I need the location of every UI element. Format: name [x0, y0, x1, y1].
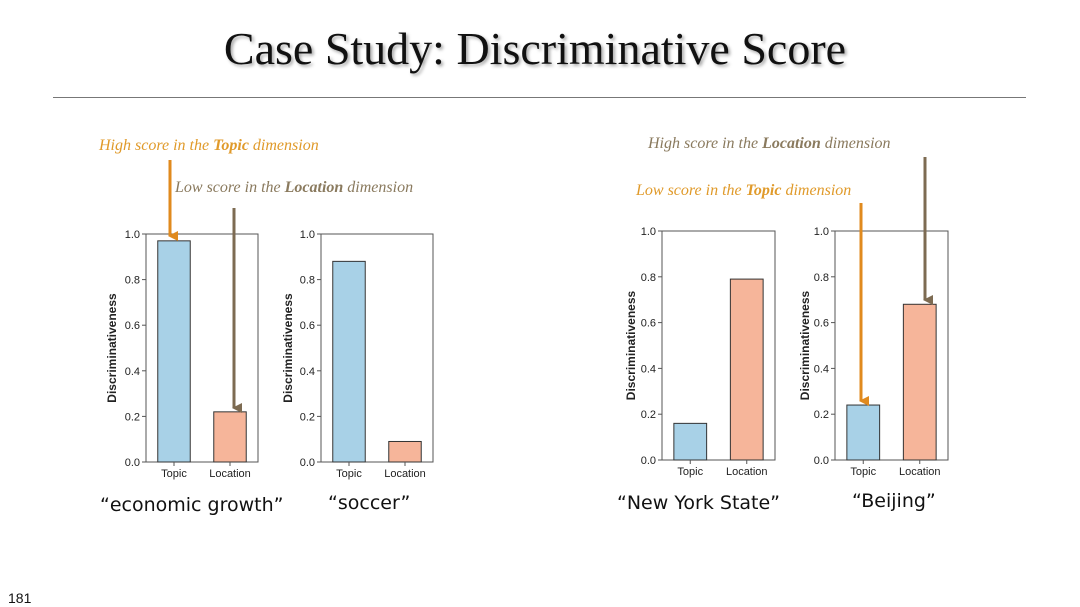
- bar-location: [729, 278, 764, 461]
- bar-topic: [157, 240, 191, 463]
- y-tick-label: 1.0: [814, 226, 829, 238]
- y-tick-label: 0.2: [641, 409, 656, 421]
- caption-beijing: “Beijing”: [852, 490, 936, 512]
- annotation-keyword: Location: [284, 179, 344, 196]
- y-tick-label: 0.4: [300, 366, 315, 378]
- y-tick-label: 0.4: [641, 363, 656, 375]
- plot-frame: [320, 233, 434, 463]
- y-axis-label: Discriminativeness: [105, 293, 119, 403]
- bar-location: [388, 440, 422, 463]
- caption-soccer: “soccer”: [328, 492, 411, 514]
- y-tick-label: 0.6: [300, 320, 315, 332]
- annotation-keyword: Topic: [745, 182, 782, 199]
- caption-new-york-state: “New York State”: [617, 492, 781, 514]
- plot-frame: [661, 230, 776, 461]
- y-tick-label: 0.2: [125, 411, 140, 423]
- y-tick-label: 0.0: [300, 457, 315, 469]
- annotation-low-location: Low score in the Location dimension: [175, 179, 413, 197]
- annotation-high-location: High score in the Location dimension: [648, 135, 891, 153]
- bar-chart-3: 0.0 0.2 0.4 0.6 0.8 1.0 Discriminativeness Topi…: [624, 226, 776, 478]
- annotation-text: dimension: [343, 179, 414, 196]
- x-tick-label: Topic: [850, 466, 876, 478]
- y-tick-label: 0.2: [814, 409, 829, 421]
- y-tick-label: 0.0: [814, 455, 829, 467]
- x-tick-label: Location: [209, 468, 251, 480]
- annotation-text: dimension: [820, 135, 891, 152]
- annotation-keyword: Location: [762, 135, 821, 152]
- annotation-text: High score in the: [648, 135, 763, 152]
- annotation-arrows: [168, 157, 933, 413]
- slide-title: Case Study: Discriminative Score: [223, 23, 847, 74]
- y-axis-label: Discriminativeness: [798, 290, 812, 400]
- bar-chart-4: 0.0 0.2 0.4 0.6 0.8 1.0 Discriminativeness Topi…: [798, 226, 949, 478]
- bar-chart-1: 0.0 0.2 0.4 0.6 0.8 1.0 Discriminativeness Topi…: [105, 229, 259, 480]
- x-tick-label: Topic: [336, 468, 362, 480]
- page-number: 181: [8, 590, 32, 606]
- annotation-text: Low score in the: [175, 179, 285, 196]
- annotation-text: dimension: [781, 182, 852, 199]
- y-axis-label: Discriminativeness: [281, 293, 295, 403]
- y-tick-label: 0.2: [300, 411, 315, 423]
- y-tick-label: 0.8: [125, 275, 140, 287]
- bar-location: [902, 303, 937, 461]
- y-tick-label: 0.4: [125, 366, 140, 378]
- x-tick-label: Location: [726, 466, 768, 478]
- x-tick-label: Topic: [161, 468, 187, 480]
- caption-economic-growth: “economic growth”: [100, 494, 284, 516]
- y-tick-label: 0.6: [814, 318, 829, 330]
- y-tick-label: 0.6: [641, 318, 656, 330]
- y-tick-label: 0.8: [641, 272, 656, 284]
- annotation-text: High score in the: [99, 137, 214, 154]
- y-tick-label: 0.8: [814, 272, 829, 284]
- y-tick-label: 1.0: [300, 229, 315, 241]
- bar-chart-2: 0.0 0.2 0.4 0.6 0.8 1.0 Discriminativeness Topi…: [281, 229, 434, 480]
- bar-topic: [673, 422, 708, 461]
- bar-topic: [332, 260, 366, 463]
- plot-frame: [834, 230, 949, 461]
- y-tick-label: 1.0: [641, 226, 656, 238]
- x-tick-label: Location: [384, 468, 426, 480]
- x-tick-label: Topic: [677, 466, 703, 478]
- annotation-text: dimension: [248, 137, 319, 154]
- y-tick-label: 0.4: [814, 363, 829, 375]
- y-tick-label: 0.0: [641, 455, 656, 467]
- bar-topic: [846, 404, 881, 461]
- annotation-high-topic: High score in the Topic dimension: [99, 137, 319, 155]
- y-tick-label: 0.0: [125, 457, 140, 469]
- y-tick-label: 0.6: [125, 320, 140, 332]
- bar-location: [213, 411, 247, 463]
- annotation-text: Low score in the: [636, 182, 746, 199]
- y-axis-label: Discriminativeness: [624, 290, 638, 400]
- title-divider: [53, 97, 1026, 98]
- annotation-keyword: Topic: [213, 137, 249, 154]
- x-tick-label: Location: [899, 466, 941, 478]
- annotation-low-topic: Low score in the Topic dimension: [636, 182, 851, 200]
- y-tick-label: 0.8: [300, 275, 315, 287]
- y-tick-label: 1.0: [125, 229, 140, 241]
- plot-frame: [145, 233, 259, 463]
